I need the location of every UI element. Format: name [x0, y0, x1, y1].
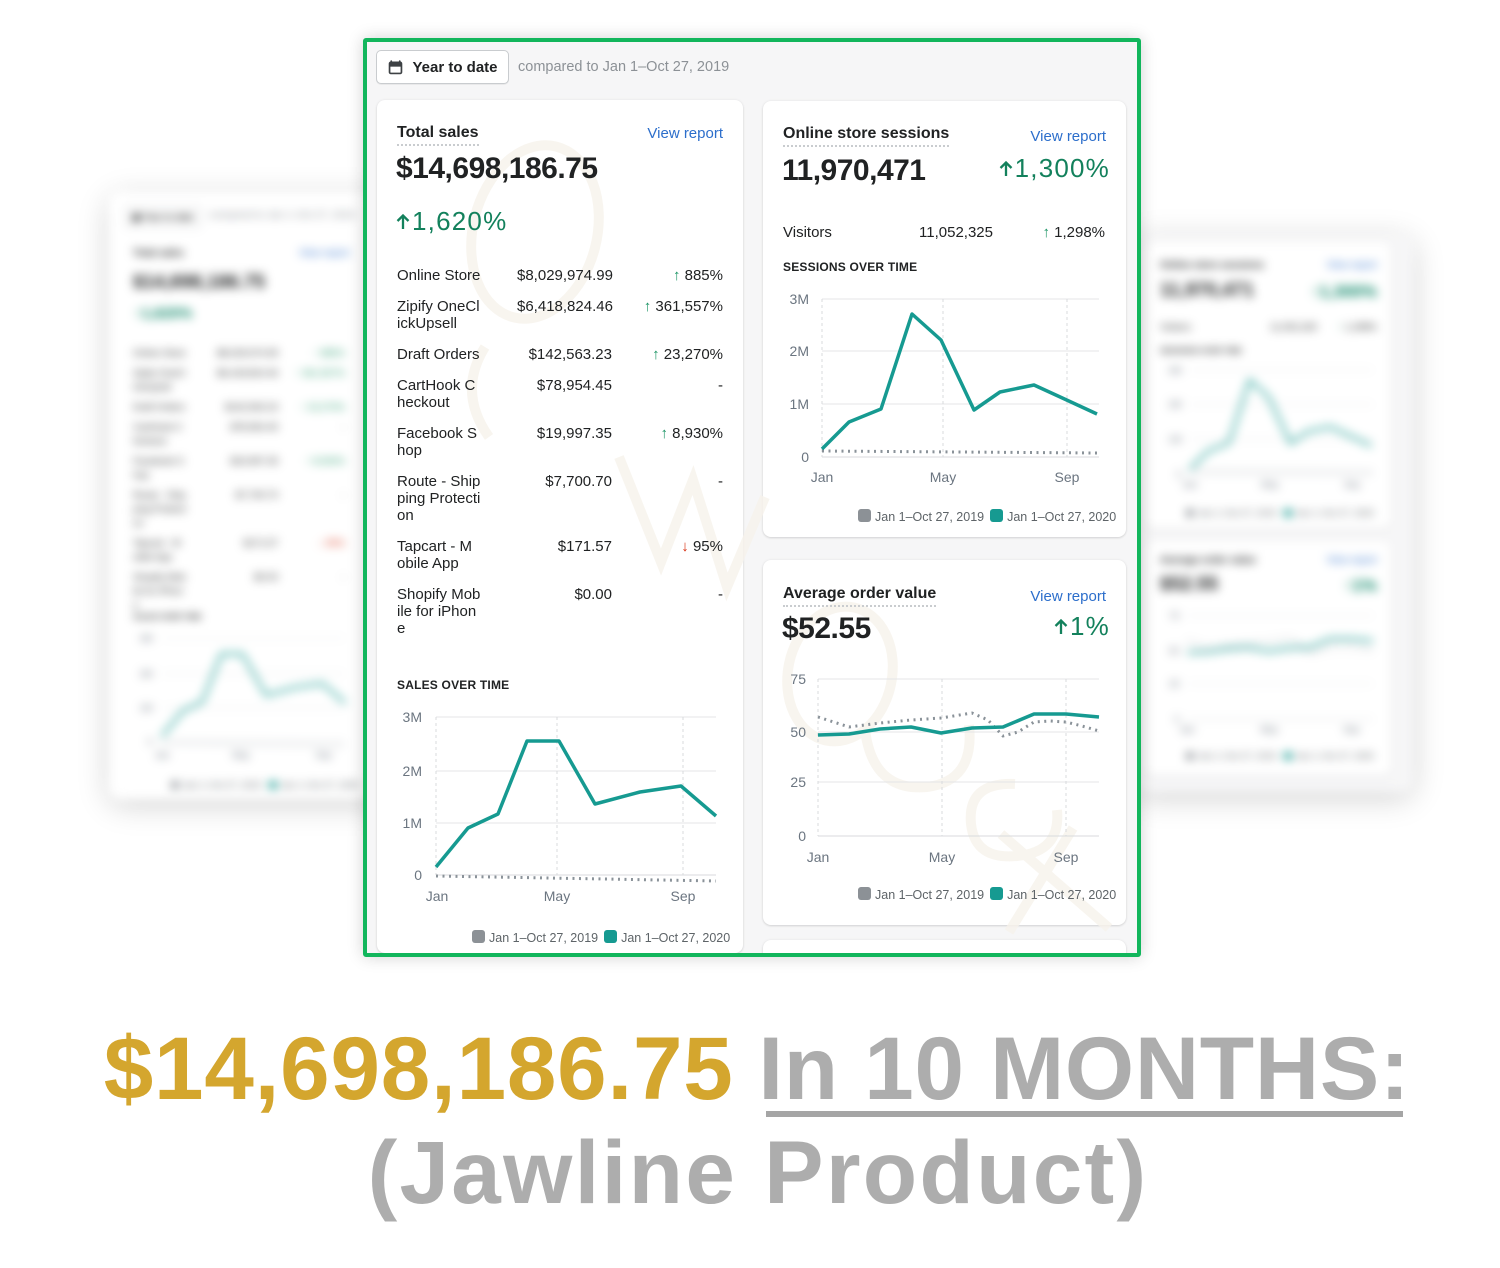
- svg-text:25: 25: [1169, 679, 1179, 689]
- svg-text:0: 0: [147, 737, 152, 747]
- svg-text:Sep: Sep: [315, 750, 331, 760]
- svg-text:50: 50: [1169, 646, 1179, 656]
- svg-text:0: 0: [798, 828, 806, 844]
- svg-text:25: 25: [790, 774, 806, 790]
- svg-text:1M: 1M: [1169, 435, 1182, 445]
- svg-text:0: 0: [414, 867, 422, 883]
- svg-text:Sep: Sep: [1054, 849, 1079, 865]
- svg-text:75: 75: [790, 671, 806, 687]
- svg-text:3M: 3M: [790, 291, 809, 307]
- svg-text:3M: 3M: [1169, 365, 1182, 375]
- svg-text:Jan: Jan: [1180, 725, 1195, 735]
- svg-text:75: 75: [1169, 611, 1179, 621]
- svg-text:2M: 2M: [140, 669, 153, 679]
- svg-text:Sep: Sep: [1055, 469, 1080, 485]
- svg-text:May: May: [1261, 480, 1279, 490]
- svg-text:1M: 1M: [140, 703, 153, 713]
- svg-text:0: 0: [801, 449, 809, 465]
- svg-text:May: May: [232, 750, 250, 760]
- svg-text:0: 0: [1176, 470, 1181, 480]
- svg-text:3M: 3M: [403, 709, 422, 725]
- svg-text:Jan: Jan: [426, 888, 449, 904]
- svg-text:2M: 2M: [403, 763, 422, 779]
- svg-text:1M: 1M: [403, 815, 422, 831]
- svg-text:Jan: Jan: [811, 469, 834, 485]
- svg-text:Sep: Sep: [671, 888, 696, 904]
- svg-text:1M: 1M: [790, 396, 809, 412]
- svg-text:May: May: [1261, 725, 1279, 735]
- svg-text:Jan: Jan: [155, 750, 170, 760]
- svg-text:50: 50: [790, 724, 806, 740]
- svg-text:Sep: Sep: [1343, 725, 1359, 735]
- svg-text:May: May: [929, 849, 955, 865]
- svg-text:3M: 3M: [140, 633, 153, 643]
- svg-text:2M: 2M: [1169, 400, 1182, 410]
- svg-text:Jan: Jan: [1183, 480, 1198, 490]
- svg-text:2M: 2M: [790, 343, 809, 359]
- svg-text:May: May: [930, 469, 956, 485]
- svg-text:0: 0: [1174, 715, 1179, 725]
- svg-text:Sep: Sep: [1344, 480, 1360, 490]
- svg-text:Jan: Jan: [807, 849, 830, 865]
- svg-text:May: May: [544, 888, 570, 904]
